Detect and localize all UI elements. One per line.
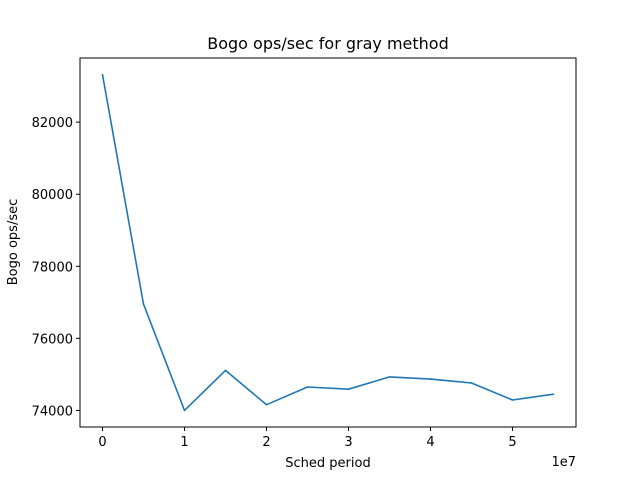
data-point [388, 376, 391, 378]
x-axis-offset-label: 1e7 [551, 455, 576, 470]
data-point [511, 399, 514, 401]
data-point [306, 386, 309, 388]
plot-area: 0 1 2 3 4 5 74000 76000 78000 80000 82000 [32, 73, 555, 450]
data-point [429, 378, 432, 380]
data-point [552, 393, 555, 396]
x-tick-label: 3 [344, 435, 352, 450]
x-tick-label: 2 [262, 435, 270, 450]
series-line [101, 74, 554, 412]
x-tick-label: 5 [508, 435, 516, 450]
data-point [265, 403, 268, 406]
y-tick-label: 80000 [32, 188, 73, 203]
y-tick-label: 76000 [32, 332, 73, 347]
plot-frame [79, 57, 577, 428]
x-tick-label: 4 [426, 435, 434, 450]
y-tick-label: 74000 [32, 404, 73, 419]
x-tick-label: 0 [98, 435, 106, 450]
y-tick-label: 78000 [32, 260, 73, 275]
x-tick-label: 1 [180, 435, 188, 450]
y-tick-label: 82000 [32, 116, 73, 131]
x-axis-title: Sched period [285, 456, 370, 471]
data-point [142, 303, 145, 305]
data-point [470, 382, 473, 384]
y-axis-title: Bogo ops/sec [6, 199, 21, 286]
data-point [347, 388, 350, 390]
chart-title: Bogo ops/sec for gray method [207, 34, 449, 53]
data-point [183, 409, 186, 412]
data-point [224, 369, 227, 372]
data-point [101, 73, 104, 76]
